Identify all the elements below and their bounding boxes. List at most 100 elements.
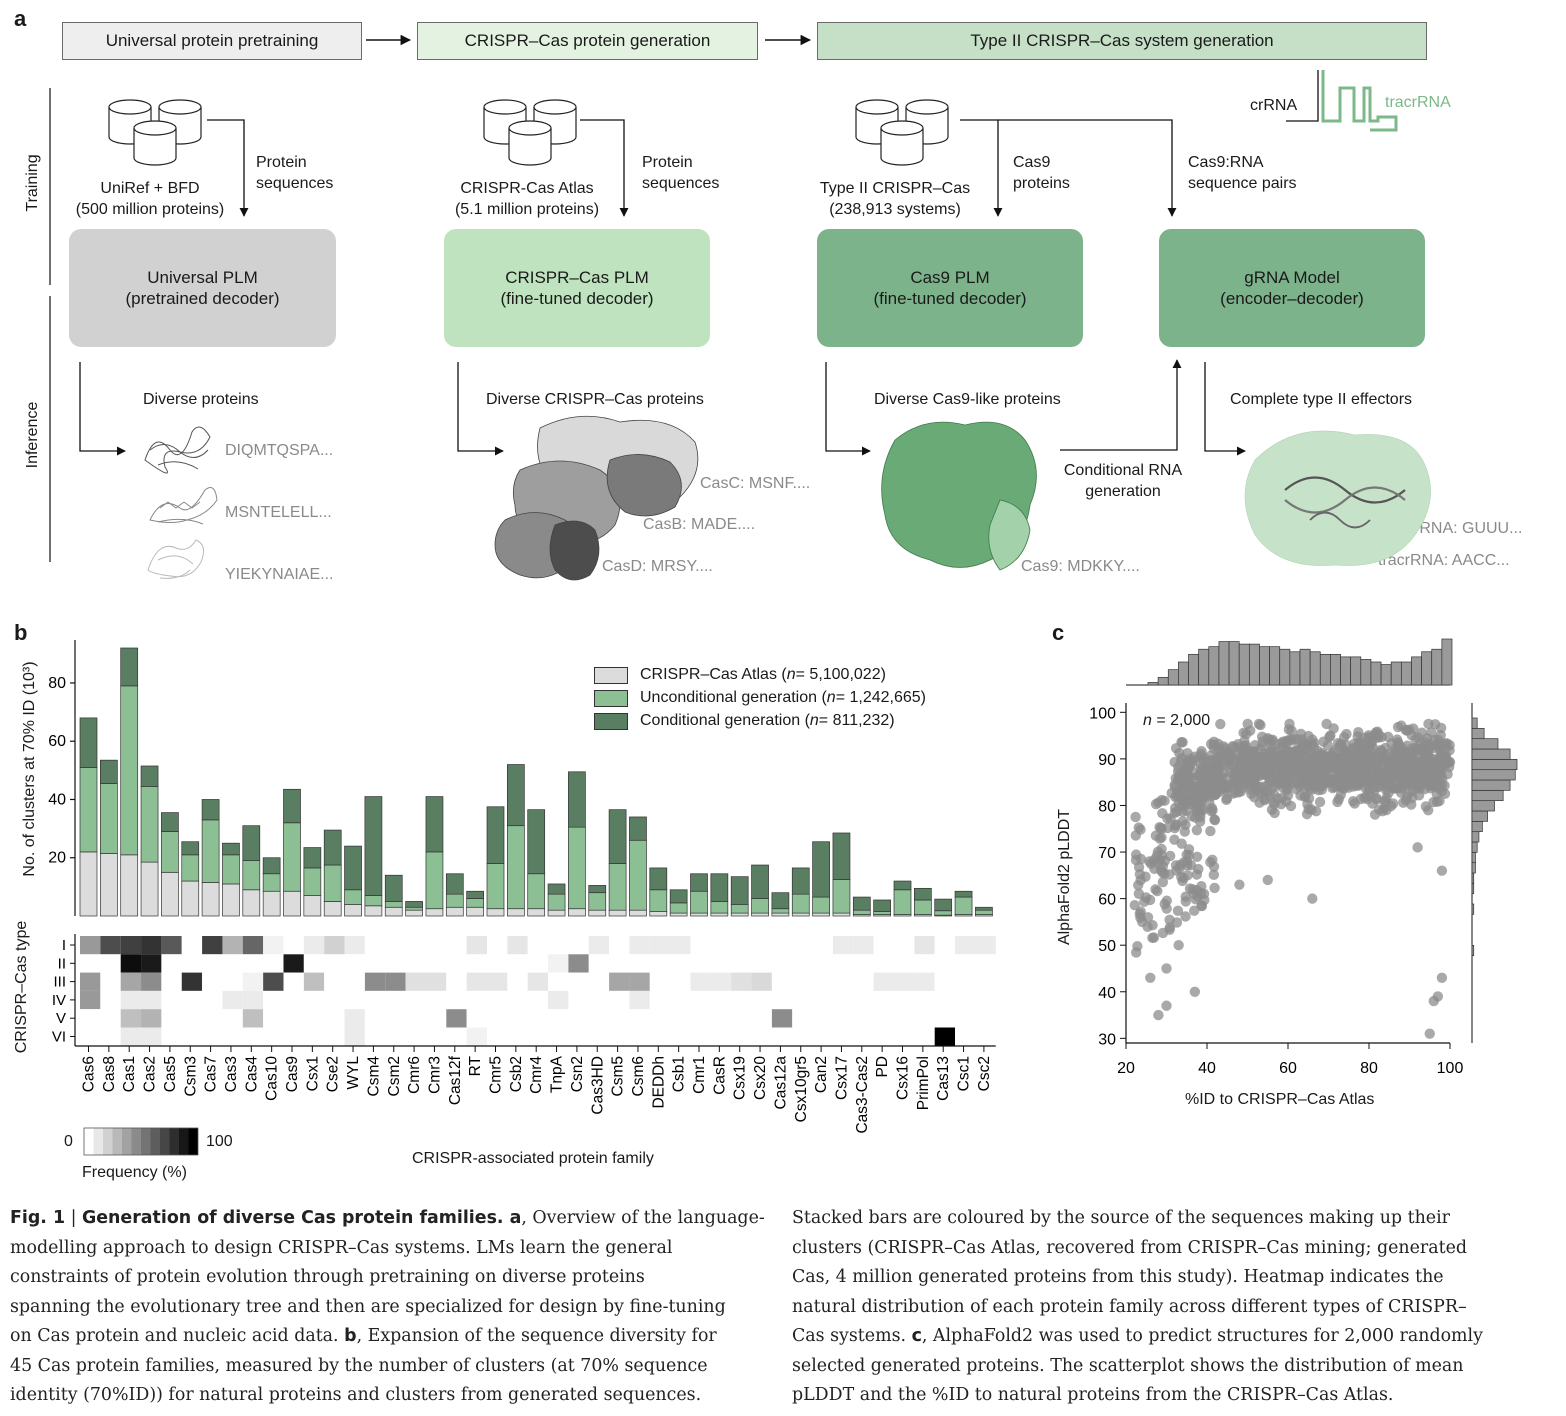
heatmap-cell	[487, 1027, 508, 1046]
heatmap-cell	[80, 1009, 101, 1028]
category-label: Csm6	[630, 1056, 647, 1096]
scatter-point	[1412, 842, 1423, 853]
heatmap-cell	[242, 936, 264, 955]
marginal-x-bar	[1330, 653, 1341, 686]
bar-conditional	[425, 796, 444, 853]
heatmap-cell	[568, 936, 589, 955]
category-label: Csx16	[895, 1056, 912, 1100]
bar-conditional	[913, 887, 932, 901]
marginal-y-bar	[1471, 944, 1475, 957]
marginal-x-bar	[1441, 638, 1453, 686]
heatmap-cell	[222, 972, 243, 991]
heatmap-cell	[873, 1027, 894, 1046]
scatter-point	[1178, 872, 1189, 884]
scatter-point	[1260, 767, 1272, 778]
marginal-x-bar	[1248, 643, 1260, 686]
heatmap-cell	[751, 972, 772, 991]
heatmap-cell	[955, 972, 976, 991]
heatmap-cell	[548, 1009, 569, 1028]
heatmap-cell	[202, 1009, 223, 1028]
scatter-point	[1424, 1028, 1435, 1039]
scatter-point	[1206, 774, 1217, 785]
output-type2-effectors: Complete type II effectors	[1230, 391, 1413, 408]
scatter-point	[1159, 795, 1170, 807]
heatmap-cell	[629, 972, 650, 991]
colorbar-step	[122, 1128, 132, 1155]
bar-conditional	[283, 788, 301, 824]
heatmap-cell	[100, 1027, 121, 1046]
bar-conditional	[466, 890, 484, 899]
caption-line-1-rest: , Overview of the language-	[521, 1208, 765, 1228]
legend-atlas: CRISPR–Cas Atlas (n = 5,100,022)	[594, 666, 886, 684]
bar-conditional	[588, 885, 607, 894]
heatmap-cell	[263, 1027, 284, 1046]
category-label: Csb2	[508, 1056, 525, 1092]
scatter-point	[1129, 899, 1140, 911]
category-label: Cas12f	[447, 1055, 464, 1105]
marginal-y-bar	[1471, 851, 1476, 864]
scatter-point	[1139, 896, 1150, 907]
marginal-y-bar	[1471, 831, 1480, 843]
scatter-point	[1247, 752, 1259, 763]
heatmap-cell	[364, 990, 386, 1010]
bar-conditional	[852, 896, 871, 911]
output-diverse-cas: Diverse CRISPR–Cas proteins	[486, 391, 704, 408]
colorbar-step	[169, 1128, 179, 1155]
scatter-point	[1356, 748, 1368, 759]
scatter-point	[1180, 911, 1191, 922]
marginal-x-bar	[1390, 661, 1402, 686]
heatmap-row-label: I	[62, 937, 66, 954]
scatter-point	[1130, 830, 1141, 841]
bar-conditional	[954, 890, 973, 898]
marginal-x-bar	[1167, 669, 1179, 686]
heatmap-cell	[487, 990, 508, 1010]
scatter-point	[1299, 791, 1310, 802]
crispr-cas-plm-sub: (fine-tuned decoder)	[500, 289, 654, 308]
scatter-point	[1419, 752, 1430, 763]
marginal-x-bar	[1380, 664, 1392, 686]
marginal-x-bar	[1279, 648, 1291, 686]
bar-conditional	[527, 809, 546, 875]
scatter-point	[1189, 905, 1200, 916]
heatmap-cell	[771, 936, 793, 955]
infer-arrow-4	[1204, 362, 1246, 456]
scatter-point	[1194, 808, 1205, 820]
heatmap-cell	[120, 1009, 142, 1028]
pairs-label-a: Cas9:RNA	[1188, 154, 1264, 171]
legend-conditional-n: n	[809, 712, 819, 729]
heatmap-cell	[364, 1027, 386, 1046]
heatmap-cell	[609, 936, 630, 955]
category-label: Csx17	[833, 1056, 850, 1100]
caption2-line-3: Cas, 4 million generated proteins from t…	[792, 1267, 1444, 1287]
heatmap-cell	[425, 1009, 447, 1028]
scatter-point	[1151, 850, 1163, 862]
marginal-x-bar	[1289, 651, 1301, 686]
heatmap-cell	[792, 936, 813, 955]
heatmap-cell	[263, 936, 284, 955]
heatmap-cell	[263, 954, 284, 973]
category-label: Cas5	[162, 1056, 179, 1092]
seq-casc: CasC: MSNF....	[700, 475, 811, 492]
scatter-point	[1182, 792, 1193, 803]
train-arrow-2	[580, 119, 629, 217]
heatmap-cell	[466, 1009, 487, 1028]
heatmap-cell	[425, 1027, 447, 1046]
heatmap-cell	[649, 990, 671, 1010]
scatter-point	[1436, 972, 1448, 983]
scatter-x-tick-label: 80	[1360, 1060, 1378, 1077]
heatmap-cell	[853, 1009, 874, 1028]
output-diverse-proteins: Diverse proteins	[143, 391, 259, 408]
marginal-y-bar	[1471, 882, 1475, 895]
caption-line-1: Fig. 1 | Generation of diverse Cas prote…	[10, 1204, 770, 1234]
category-label: Cas2	[142, 1056, 159, 1092]
scatter-point	[1234, 879, 1245, 890]
heatmap-cell	[812, 936, 833, 955]
colorbar-step	[160, 1128, 170, 1155]
category-label: Cas10	[264, 1056, 281, 1101]
bar-y-tick-label: 40	[48, 791, 66, 808]
heatmap-cell	[975, 936, 996, 955]
heatmap-cell	[731, 972, 752, 991]
heatmap-cell	[934, 1009, 956, 1028]
caption-line-6: 45 Cas protein families, measured by the…	[10, 1355, 708, 1376]
heatmap-cell	[914, 1027, 935, 1046]
